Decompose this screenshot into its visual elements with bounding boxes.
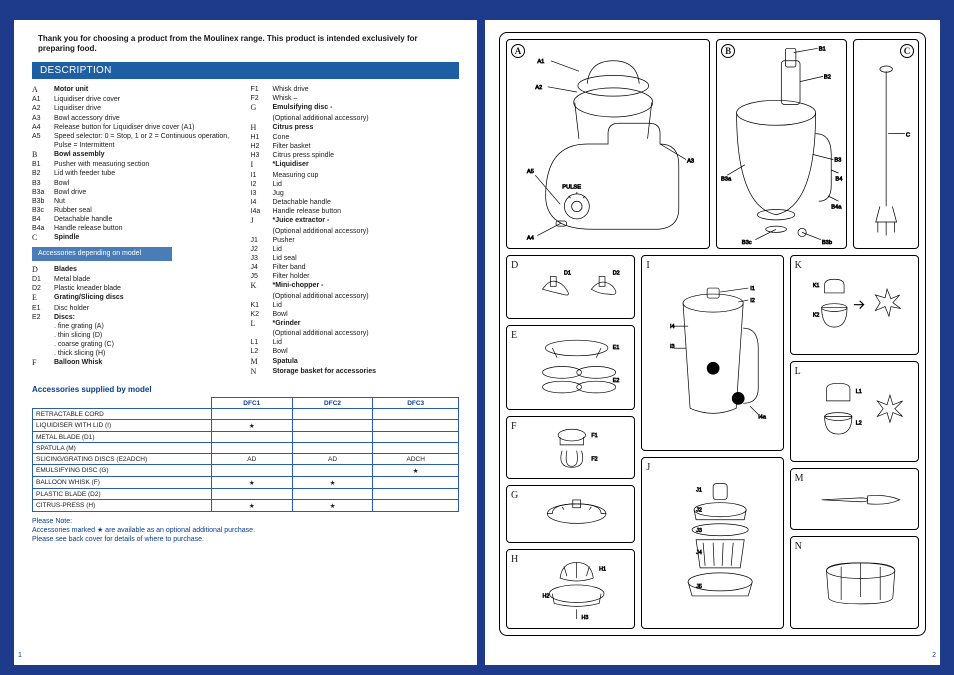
svg-text:I4a: I4a (759, 414, 768, 420)
cell-K: K K1 K2 (790, 255, 919, 355)
page-number-1: 1 (18, 652, 22, 659)
description-header: Description (32, 62, 459, 79)
panel-A: A PULSE (506, 39, 710, 249)
svg-text:B1: B1 (819, 46, 826, 52)
cell-H: H H1 H2 H3 (506, 549, 635, 629)
diagram-top-row: A PULSE (506, 39, 919, 249)
svg-text:J1: J1 (696, 488, 702, 494)
svg-text:E2: E2 (613, 378, 620, 384)
svg-text:I1: I1 (751, 286, 756, 292)
svg-text:B3c: B3c (742, 240, 752, 246)
cell-J: J J1 J2 J3 J4 J5 (641, 457, 783, 629)
note-line-3: Please see back cover for details of whe… (32, 536, 459, 545)
svg-text:I4: I4 (670, 324, 675, 330)
diagram-frame: A PULSE (499, 32, 926, 636)
panel-B: B B1 (716, 39, 847, 249)
svg-text:A2: A2 (535, 85, 542, 91)
svg-text:B4a: B4a (831, 204, 842, 210)
svg-text:H2: H2 (543, 594, 550, 600)
desc-column-1: AMotor unitA1Liquidiser drive coverA2Liq… (32, 85, 241, 377)
svg-text:B3: B3 (834, 158, 841, 164)
svg-text:F2: F2 (591, 456, 597, 462)
cell-N: N (790, 536, 919, 629)
panel-C-illustration: C (854, 40, 918, 248)
svg-text:K1: K1 (813, 283, 820, 289)
panel-C: C C (853, 39, 919, 249)
model-table-section: Accessories supplied by model DFC1DFC2DF… (32, 385, 459, 512)
svg-text:K2: K2 (813, 312, 820, 318)
svg-text:B3a: B3a (721, 176, 732, 182)
note-line-1: Please Note: (32, 518, 459, 527)
svg-text:C: C (906, 133, 910, 139)
panel-B-label: B (721, 44, 735, 58)
svg-text:F1: F1 (591, 433, 597, 439)
intro-text: Thank you for choosing a product from th… (32, 34, 459, 54)
cell-F: F F1 F2 (506, 416, 635, 480)
svg-text:L1: L1 (855, 389, 861, 395)
description-columns: AMotor unitA1Liquidiser drive coverA2Liq… (32, 85, 459, 377)
panel-A-label: A (511, 44, 525, 58)
footnote: Please Note: Accessories marked ★ are av… (32, 518, 459, 544)
svg-text:J3: J3 (696, 528, 702, 534)
svg-text:B2: B2 (824, 74, 831, 80)
grid-col-2: I 2 1 I1 I2 I3 I4 I4a (641, 255, 783, 629)
cell-M: M (790, 468, 919, 531)
svg-text:J2: J2 (696, 508, 702, 514)
pulse-label: PULSE (562, 185, 581, 191)
cell-G: G (506, 485, 635, 543)
model-table-title: Accessories supplied by model (32, 385, 459, 394)
panel-B-illustration: B1 B2 B3a B3 B4 B4a B3c B3b (717, 40, 846, 248)
svg-text:I2: I2 (751, 298, 756, 304)
grid-col-3: K K1 K2 L L1 L2 (790, 255, 919, 629)
svg-text:H3: H3 (582, 615, 589, 621)
svg-text:B4: B4 (835, 176, 843, 182)
svg-text:J4: J4 (696, 550, 702, 556)
cell-E: E E1 E2 (506, 325, 635, 410)
page-number-2: 2 (932, 652, 936, 659)
svg-text:I3: I3 (670, 344, 675, 350)
svg-text:D2: D2 (613, 271, 620, 277)
svg-text:A1: A1 (537, 59, 544, 65)
desc-column-2: F1Whisk driveF2Whisk –GEmulsifying disc … (251, 85, 460, 377)
diagram-bottom-grid: D D1 D2 E (506, 255, 919, 629)
svg-text:J5: J5 (696, 584, 702, 590)
svg-text:A3: A3 (687, 159, 694, 165)
note-line-2: Accessories marked ★ are available as an… (32, 527, 459, 536)
cell-L: L L1 L2 (790, 361, 919, 461)
svg-text:H1: H1 (599, 567, 606, 573)
cell-D: D D1 D2 (506, 255, 635, 319)
svg-text:B3b: B3b (822, 240, 832, 246)
page-2: A PULSE (485, 20, 940, 665)
svg-text:A5: A5 (527, 169, 534, 175)
svg-text:A4: A4 (527, 236, 535, 242)
svg-text:E1: E1 (613, 345, 620, 351)
panel-C-label: C (900, 44, 914, 58)
cell-I: I 2 1 I1 I2 I3 I4 I4a (641, 255, 783, 451)
page-1: Thank you for choosing a product from th… (14, 20, 477, 665)
accessories-table: DFC1DFC2DFC3RETRACTABLE CORDLIQUIDISER W… (32, 397, 459, 512)
grid-col-1: D D1 D2 E (506, 255, 635, 629)
panel-A-illustration: PULSE A1 A2 A5 A3 A4 (507, 40, 709, 248)
svg-text:L2: L2 (855, 421, 861, 427)
svg-text:D1: D1 (564, 271, 571, 277)
